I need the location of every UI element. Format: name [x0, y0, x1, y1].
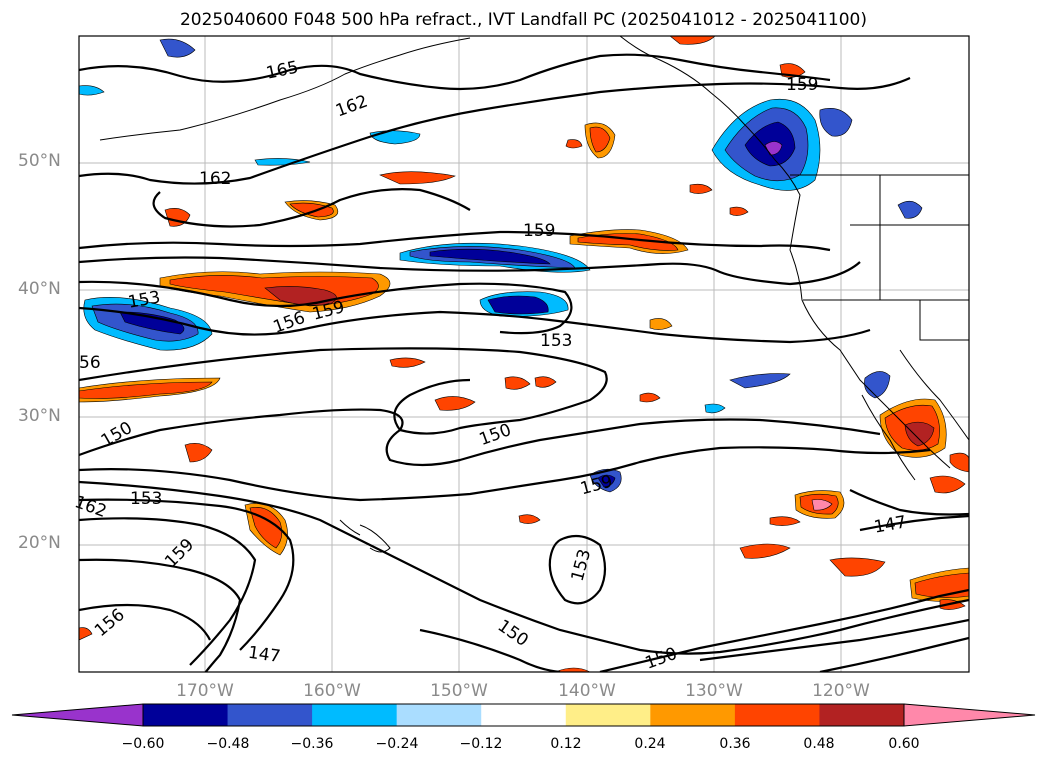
map-panel: 165 162 162 159 159 156 153 153 150 150 … [72, 35, 970, 674]
lon-label-170w: 170°W [176, 681, 234, 701]
colorbar-swatch [650, 704, 736, 726]
colorbar-tick-label: 0.24 [634, 736, 666, 752]
contour-label: 159 [523, 221, 555, 241]
colorbar-tick-label: 0.12 [550, 736, 582, 752]
lat-label-30n: 30°N [18, 406, 61, 426]
height-contours [79, 53, 969, 672]
coastlines [99, 36, 969, 553]
positive-anomaly-regions [79, 36, 969, 672]
colorbar-tick-label: 0.60 [888, 736, 920, 752]
lon-label-140w: 140°W [558, 681, 616, 701]
colorbar-tick-label: 0.36 [719, 736, 751, 752]
contour-label: 153 [540, 331, 572, 351]
colorbar-swatch [481, 704, 567, 726]
contour-label: 147 [247, 643, 282, 667]
lon-label-130w: 130°W [685, 681, 743, 701]
map-frame [78, 35, 970, 673]
map-title: 2025040600 F048 500 hPa refract., IVT La… [179, 10, 867, 30]
colorbar-swatch [312, 704, 398, 726]
colorbar-extend-low [12, 704, 143, 726]
colorbar-tick-label: −0.12 [459, 736, 503, 752]
lon-label-120w: 120°W [812, 681, 870, 701]
lon-label-150w: 150°W [430, 681, 488, 701]
colorbar-swatch [396, 704, 482, 726]
contour-label: 153 [130, 489, 162, 509]
negative-anomaly-regions [79, 38, 923, 493]
colorbar-tick-label: −0.48 [206, 736, 250, 752]
colorbar-swatch [734, 704, 820, 726]
colorbar-tick-label: −0.36 [290, 736, 334, 752]
lat-label-50n: 50°N [18, 151, 61, 171]
colorbar-swatch [227, 704, 313, 726]
lat-label-40n: 40°N [18, 279, 61, 299]
colorbar-tick-label: −0.60 [121, 736, 165, 752]
colorbar-swatch [143, 704, 229, 726]
contour-label: 56 [79, 353, 101, 373]
colorbar-tick-label: 0.48 [803, 736, 835, 752]
contour-label: 159 [786, 75, 818, 95]
colorbar-swatch [565, 704, 651, 726]
contour-label: 162 [199, 169, 231, 189]
lat-label-20n: 20°N [18, 533, 61, 553]
colorbar-swatch [819, 704, 905, 726]
colorbar-tick-label: −0.24 [375, 736, 419, 752]
colorbar [11, 703, 1036, 727]
colorbar-extend-high [904, 704, 1035, 726]
lon-label-160w: 160°W [303, 681, 361, 701]
